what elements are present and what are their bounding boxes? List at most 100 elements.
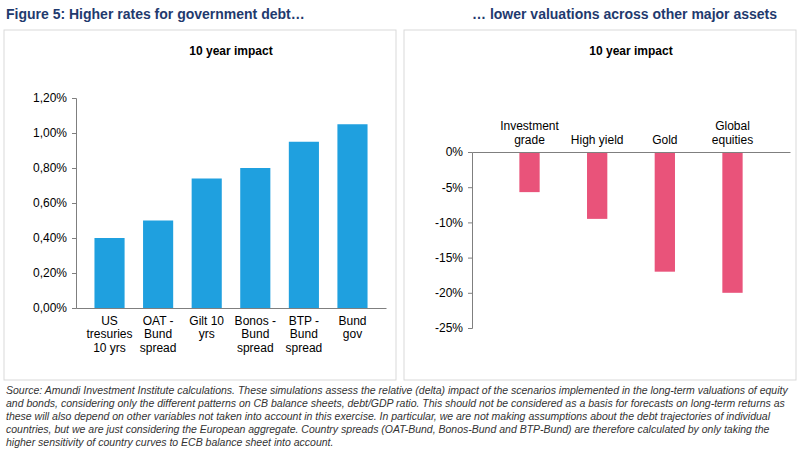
tick: 0,40%	[33, 231, 76, 245]
tick-label-line: Bund	[338, 314, 366, 328]
source-note: Source: Amundi Investment Institute calc…	[6, 384, 794, 449]
bar	[655, 152, 675, 272]
tick: High yield	[571, 133, 624, 152]
tick-label-line: spread	[140, 341, 177, 355]
bar	[143, 221, 173, 309]
tick-mark	[72, 238, 76, 239]
tick-label-line: spread	[237, 341, 274, 355]
bar	[289, 142, 319, 308]
tick-label: -10%	[435, 216, 463, 230]
tick-label: Globalequities	[712, 119, 753, 147]
tick-label-line: equities	[712, 133, 753, 147]
axis-line	[77, 308, 387, 309]
tick: 0,80%	[33, 161, 76, 175]
tick: 0,00%	[33, 301, 76, 315]
bar	[519, 152, 539, 192]
tick: BTP -Bundspread	[286, 308, 323, 355]
tick-label-line: Bund	[144, 327, 172, 341]
y-axis: 0% -5% -10% -15% -20% -25%	[435, 145, 473, 335]
tick-label: Gold	[652, 133, 677, 147]
tick: 0%	[446, 145, 472, 159]
tick-mark	[468, 258, 472, 259]
tick-label: High yield	[571, 133, 624, 147]
figure: Figure 5: Higher rates for government de…	[0, 0, 800, 382]
tick: -20%	[435, 286, 472, 300]
tick-label: BTP -Bundspread	[286, 314, 323, 356]
tick: Gold	[652, 133, 677, 152]
tick-label-line: High yield	[571, 133, 624, 147]
tick: 1,00%	[33, 126, 76, 140]
tick-label: 1,20%	[33, 91, 67, 105]
tick: OAT -Bundspread	[140, 308, 177, 355]
bars	[519, 152, 742, 293]
tick-label-line: gov	[343, 327, 362, 341]
tick: 0,60%	[33, 196, 76, 210]
tick-mark	[72, 98, 76, 99]
tick: Bonos -Bundspread	[235, 308, 276, 355]
tick-label-line: Bund	[241, 327, 269, 341]
tick-mark	[468, 293, 472, 294]
tick: Investmentgrade	[500, 119, 559, 152]
tick: Gilt 10yrs	[189, 308, 224, 341]
bar	[192, 179, 222, 309]
bars	[94, 124, 367, 308]
axis-line	[468, 153, 473, 329]
tick-label-line: grade	[514, 133, 545, 147]
tick-label: 1,00%	[33, 126, 67, 140]
tick-label-line: tresuries	[87, 327, 133, 341]
tick-label-line: spread	[286, 341, 323, 355]
tick-label-line: OAT -	[143, 314, 174, 328]
bar	[240, 168, 270, 308]
tick-label-line: BTP -	[289, 314, 319, 328]
tick-label-line: yrs	[199, 327, 215, 341]
tick-label-line: Bund	[290, 327, 318, 341]
tick: -5%	[442, 181, 472, 195]
tick-label-line: Investment	[500, 119, 559, 133]
tick: -10%	[435, 216, 472, 230]
chart-subtitle: 10 year impact	[589, 44, 672, 58]
tick-mark	[72, 203, 76, 204]
tick: 1,20%	[33, 91, 76, 105]
tick-label: -20%	[435, 286, 463, 300]
tick-label: 0,00%	[33, 301, 67, 315]
tick-mark	[72, 308, 76, 309]
x-axis: Investmentgrade High yield Gold Globalequit…	[473, 119, 791, 152]
tick-label: 0%	[446, 145, 464, 159]
tick: 0,20%	[33, 266, 76, 280]
tick-mark	[468, 187, 472, 188]
bar	[722, 152, 742, 293]
chart-subtitle: 10 year impact	[189, 44, 272, 58]
tick: Globalequities	[712, 119, 753, 152]
axis-line	[72, 99, 77, 309]
bar	[587, 152, 607, 219]
tick-label: Gilt 10yrs	[189, 314, 224, 342]
chart-panel: Figure 5: Higher rates for government de…	[4, 6, 396, 380]
tick-mark	[72, 168, 76, 169]
tick-mark	[468, 222, 472, 223]
bar	[94, 238, 124, 308]
tick-label-line: Gold	[652, 133, 677, 147]
panel-frame	[4, 30, 396, 380]
axis-line	[473, 152, 791, 153]
tick: -15%	[435, 251, 472, 265]
tick-label-line: Bonos -	[235, 314, 276, 328]
chart-panel: … lower valuations across other major as…	[404, 6, 796, 380]
bar	[337, 124, 367, 308]
chart-title: … lower valuations across other major as…	[472, 6, 777, 22]
tick-label: 0,20%	[33, 266, 67, 280]
y-axis: 0,00% 0,20% 0,40% 0,60% 0,80% 1,00% 1,20%	[33, 91, 77, 315]
tick-label: Investmentgrade	[500, 119, 559, 147]
tick-label: 0,40%	[33, 231, 67, 245]
tick-label: 0,60%	[33, 196, 67, 210]
tick-label: Bundgov	[338, 314, 366, 342]
x-axis: UStresuries10 yrsOAT -BundspreadGilt 10y…	[77, 308, 387, 355]
tick-label: UStresuries10 yrs	[87, 314, 133, 356]
tick-mark	[72, 273, 76, 274]
tick-label-line: Gilt 10	[189, 314, 224, 328]
tick: Bundgov	[338, 308, 366, 341]
tick: -25%	[435, 321, 472, 335]
tick-label-line: Global	[715, 119, 750, 133]
tick-mark	[468, 328, 472, 329]
tick-label: -5%	[442, 181, 464, 195]
tick-label: 0,80%	[33, 161, 67, 175]
